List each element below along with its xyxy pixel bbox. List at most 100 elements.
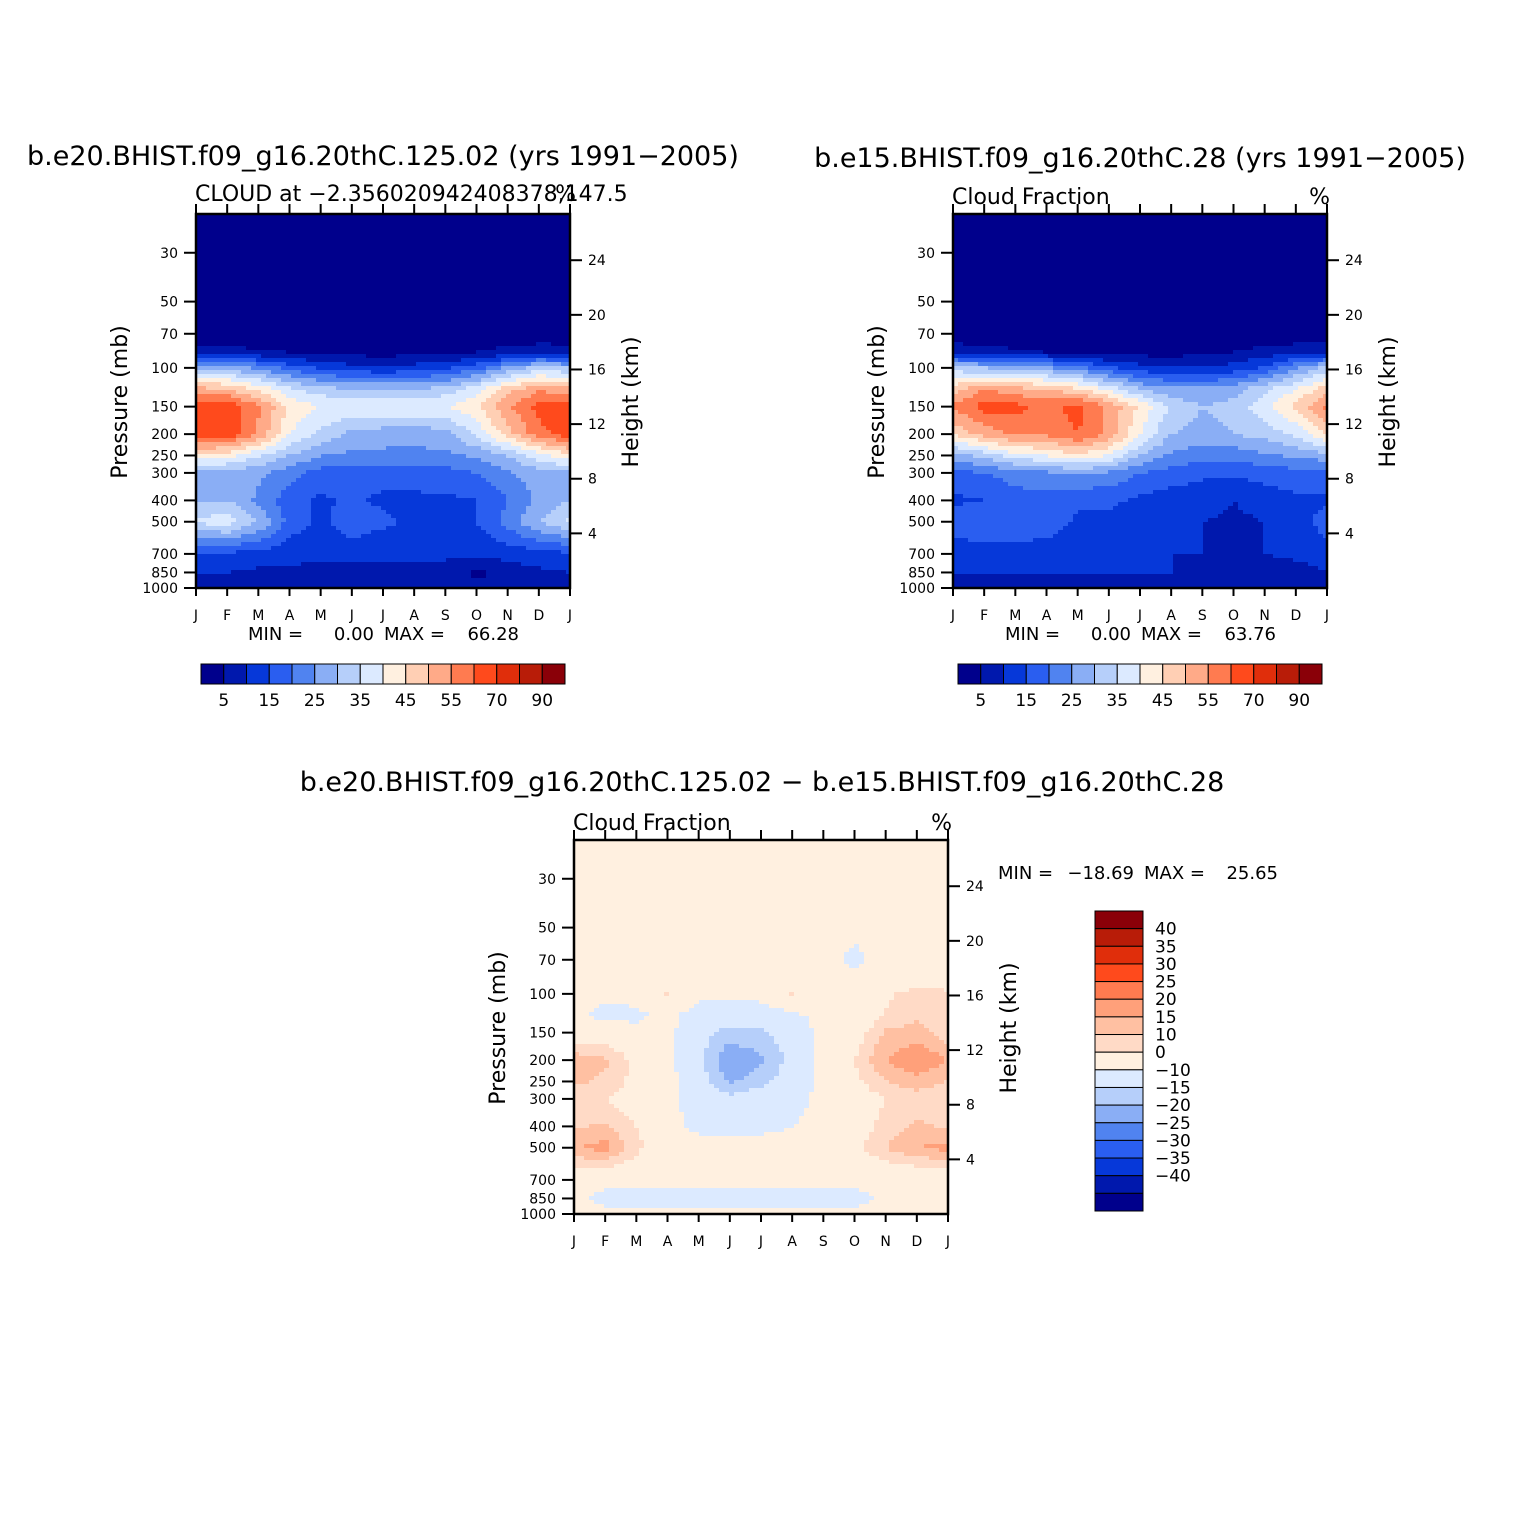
- field-cell: [451, 274, 457, 279]
- field-cell: [246, 238, 252, 243]
- field-cell: [401, 238, 407, 243]
- field-cell: [551, 286, 557, 291]
- field-cell: [456, 258, 462, 263]
- field-cell: [476, 246, 482, 251]
- field-cell: [236, 282, 242, 287]
- field-cell: [421, 246, 427, 251]
- field-cell: [426, 298, 432, 303]
- field-cell: [316, 290, 322, 295]
- field-cell: [471, 298, 477, 303]
- field-cell: [206, 278, 212, 283]
- field-cell: [376, 258, 382, 263]
- field-cell: [331, 234, 337, 239]
- field-cell: [451, 294, 457, 299]
- field-cell: [221, 246, 227, 251]
- field-cell: [316, 298, 322, 303]
- field-cell: [276, 250, 282, 255]
- field-cell: [476, 270, 482, 275]
- field-cell: [411, 270, 417, 275]
- field-cell: [541, 270, 547, 275]
- field-cell: [291, 234, 297, 239]
- field-cell: [231, 266, 237, 271]
- field-cell: [211, 266, 217, 271]
- field-cell: [366, 246, 372, 251]
- field-cell: [426, 258, 432, 263]
- field-cell: [531, 262, 537, 267]
- field-cell: [446, 234, 452, 239]
- field-cell: [286, 274, 292, 279]
- field-cell: [456, 270, 462, 275]
- field-cell: [331, 242, 337, 247]
- field-cell: [221, 290, 227, 295]
- field-cell: [561, 270, 567, 275]
- field-cell: [316, 246, 322, 251]
- field-cell: [436, 234, 442, 239]
- field-cell: [216, 250, 222, 255]
- field-cell: [426, 234, 432, 239]
- field-cell: [376, 262, 382, 267]
- field-cell: [541, 274, 547, 279]
- field-cell: [481, 218, 487, 223]
- field-cell: [391, 290, 397, 295]
- field-cell: [271, 290, 277, 295]
- field-cell: [451, 290, 457, 295]
- field-cell: [216, 238, 222, 243]
- field-cell: [456, 274, 462, 279]
- field-cell: [326, 242, 332, 247]
- field-cell: [421, 278, 427, 283]
- field-cell: [211, 290, 217, 295]
- field-cell: [226, 278, 232, 283]
- field-cell: [506, 286, 512, 291]
- field-cell: [416, 286, 422, 291]
- field-cell: [536, 218, 542, 223]
- field-cell: [396, 246, 402, 251]
- field-cell: [206, 230, 212, 235]
- field-cell: [206, 270, 212, 275]
- field-cell: [251, 274, 257, 279]
- field-cell: [286, 286, 292, 291]
- field-cell: [386, 250, 392, 255]
- field-cell: [241, 238, 247, 243]
- field-cell: [371, 238, 377, 243]
- field-cell: [361, 242, 367, 247]
- field-cell: [421, 230, 427, 235]
- field-cell: [311, 250, 317, 255]
- field-cell: [271, 298, 277, 303]
- field-cell: [476, 258, 482, 263]
- field-cell: [241, 298, 247, 303]
- field-cell: [251, 262, 257, 267]
- field-cell: [336, 254, 342, 259]
- field-cell: [526, 258, 532, 263]
- field-cell: [261, 274, 267, 279]
- field-cell: [416, 266, 422, 271]
- field-cell: [246, 298, 252, 303]
- field-cell: [326, 294, 332, 299]
- field-cell: [441, 238, 447, 243]
- field-cell: [551, 282, 557, 287]
- field-cell: [326, 226, 332, 231]
- field-cell: [211, 298, 217, 303]
- field-cell: [546, 282, 552, 287]
- field-cell: [281, 270, 287, 275]
- field-cell: [411, 258, 417, 263]
- field-cell: [351, 234, 357, 239]
- field-cell: [281, 262, 287, 267]
- field-cell: [256, 282, 262, 287]
- field-cell: [226, 246, 232, 251]
- field-cell: [511, 262, 517, 267]
- field-cell: [536, 290, 542, 295]
- field-cell: [356, 238, 362, 243]
- field-cell: [326, 286, 332, 291]
- field-cell: [281, 258, 287, 263]
- field-cell: [356, 282, 362, 287]
- field-cell: [276, 242, 282, 247]
- field-cell: [476, 294, 482, 299]
- field-cell: [486, 226, 492, 231]
- field-cell: [451, 282, 457, 287]
- field-cell: [546, 266, 552, 271]
- field-cell: [501, 274, 507, 279]
- field-cell: [321, 246, 327, 251]
- field-cell: [456, 242, 462, 247]
- field-cell: [541, 294, 547, 299]
- field-cell: [516, 262, 522, 267]
